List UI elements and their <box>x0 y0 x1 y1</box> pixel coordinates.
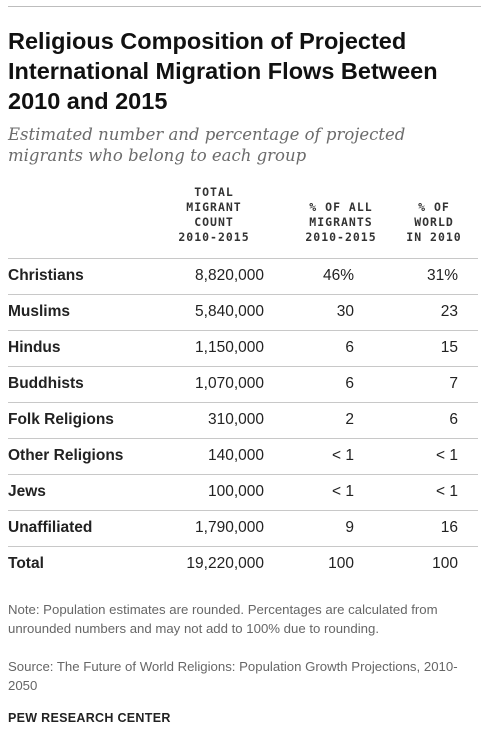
publisher-credit: PEW RESEARCH CENTER <box>8 711 171 725</box>
row-label: Jews <box>8 483 46 500</box>
column-header-line: 2010-2015 <box>178 230 250 244</box>
migrant-count-cell: 19,220,000 <box>186 555 264 572</box>
top-divider <box>8 6 481 7</box>
column-header-pct-migrants: % OF ALL MIGRANTS 2010-2015 <box>290 200 392 245</box>
column-header-line: MIGRANT <box>186 200 242 214</box>
pct-world-cell: 23 <box>440 303 458 320</box>
chart-note: Note: Population estimates are rounded. … <box>8 602 438 636</box>
column-header-migrant-count: TOTAL MIGRANT COUNT 2010-2015 <box>166 185 262 245</box>
pct-world-cell: < 1 <box>436 483 458 500</box>
table-row: Unaffiliated 1,790,000 9 16 <box>8 510 478 547</box>
table-row: Hindus 1,150,000 6 15 <box>8 330 478 367</box>
migrant-count-cell: 1,070,000 <box>195 375 264 392</box>
pct-world-cell: 7 <box>449 375 458 392</box>
table-row: Christians 8,820,000 46% 31% <box>8 258 478 295</box>
pct-migrants-cell: < 1 <box>332 447 354 464</box>
pct-world-cell: < 1 <box>436 447 458 464</box>
chart-source: Source: The Future of World Religions: P… <box>8 659 458 693</box>
pct-migrants-cell: 46% <box>322 267 354 284</box>
row-label: Christians <box>8 267 84 284</box>
header-divider <box>8 258 478 259</box>
column-header-line: % OF <box>418 200 450 214</box>
chart-title: Religious Composition of Projected Inter… <box>8 28 438 114</box>
pct-migrants-cell: 6 <box>345 375 354 392</box>
table-row: Muslims 5,840,000 30 23 <box>8 294 478 331</box>
migrant-count-cell: 5,840,000 <box>195 303 264 320</box>
pct-world-cell: 6 <box>449 411 458 428</box>
row-label: Unaffiliated <box>8 519 93 536</box>
column-header-line: WORLD <box>414 215 454 229</box>
table-row: Other Religions 140,000 < 1 < 1 <box>8 438 478 475</box>
migrant-count-cell: 1,150,000 <box>195 339 264 356</box>
migrant-count-cell: 100,000 <box>207 483 264 500</box>
pct-migrants-cell: < 1 <box>332 483 354 500</box>
pct-world-cell: 31% <box>426 267 458 284</box>
migrant-count-cell: 8,820,000 <box>195 267 264 284</box>
column-header-line: 2010-2015 <box>305 230 377 244</box>
row-label: Hindus <box>8 339 61 356</box>
column-header-line: COUNT <box>194 215 234 229</box>
pct-migrants-cell: 6 <box>345 339 354 356</box>
table-row: Buddhists 1,070,000 6 7 <box>8 366 478 403</box>
pct-world-cell: 100 <box>432 555 458 572</box>
table-row: Folk Religions 310,000 2 6 <box>8 402 478 439</box>
migrant-count-cell: 140,000 <box>207 447 264 464</box>
column-header-line: % OF ALL <box>309 200 373 214</box>
migrant-count-cell: 1,790,000 <box>195 519 264 536</box>
chart-subtitle: Estimated number and percentage of proje… <box>8 125 406 165</box>
migrant-count-cell: 310,000 <box>207 411 264 428</box>
pct-migrants-cell: 30 <box>336 303 354 320</box>
pct-migrants-cell: 100 <box>328 555 354 572</box>
row-label: Total <box>8 555 44 572</box>
row-label: Folk Religions <box>8 411 114 428</box>
pct-world-cell: 15 <box>440 339 458 356</box>
table-total-row: Total 19,220,000 100 100 <box>8 546 478 582</box>
table-row: Jews 100,000 < 1 < 1 <box>8 474 478 511</box>
row-label: Other Religions <box>8 447 124 464</box>
pct-world-cell: 16 <box>440 519 458 536</box>
column-header-pct-world: % OF WORLD IN 2010 <box>398 200 470 245</box>
column-header-line: TOTAL <box>194 185 234 199</box>
pct-migrants-cell: 9 <box>345 519 354 536</box>
column-header-line: IN 2010 <box>406 230 462 244</box>
column-header-line: MIGRANTS <box>309 215 373 229</box>
pct-migrants-cell: 2 <box>345 411 354 428</box>
row-label: Muslims <box>8 303 71 320</box>
row-label: Buddhists <box>8 375 84 392</box>
